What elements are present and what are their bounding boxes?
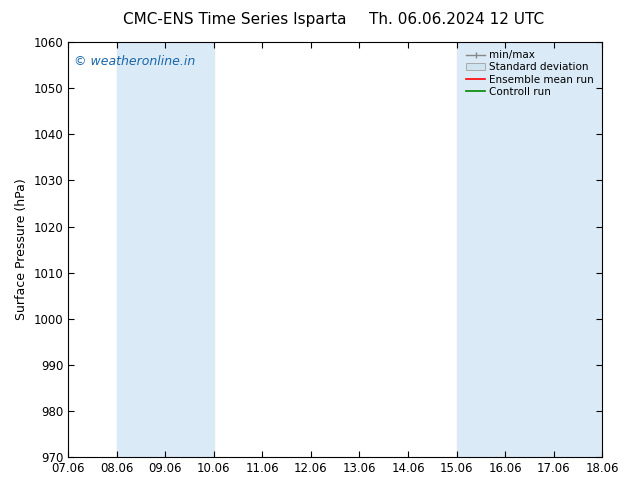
Text: © weatheronline.in: © weatheronline.in [74, 54, 195, 68]
Bar [456, 42, 602, 457]
Bar [117, 42, 214, 457]
Y-axis label: Surface Pressure (hPa): Surface Pressure (hPa) [15, 179, 28, 320]
Text: Th. 06.06.2024 12 UTC: Th. 06.06.2024 12 UTC [369, 12, 544, 27]
Text: CMC-ENS Time Series Isparta: CMC-ENS Time Series Isparta [123, 12, 346, 27]
Legend: min/max, Standard deviation, Ensemble mean run, Controll run: min/max, Standard deviation, Ensemble me… [463, 47, 597, 100]
